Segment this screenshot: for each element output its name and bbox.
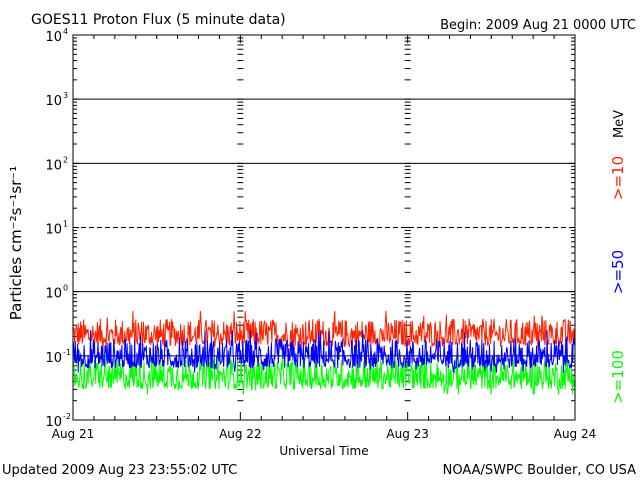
y-tick-label: 10 -2 (45, 412, 71, 430)
series-line-1 (72, 330, 576, 373)
y-tick-label-base: 10 (45, 158, 62, 173)
y-tick-label: 10 1 (45, 220, 68, 238)
y-tick-label: 10 -1 (45, 348, 71, 366)
y-tick-label-exp: 3 (63, 91, 68, 100)
y-tick-label: 10 2 (45, 155, 68, 173)
y-tick-label-base: 10 (45, 94, 62, 109)
y-tick-label-exp: 1 (63, 220, 68, 229)
grid-lines (73, 98, 575, 357)
y-tick-label-base: 10 (45, 287, 62, 302)
y-tick-label-exp: 4 (63, 27, 68, 36)
axis-ticks (72, 35, 576, 421)
x-axis-label: Universal Time (279, 444, 368, 458)
legend-entry: >=100 (609, 350, 627, 404)
begin-time-label: Begin: 2009 Aug 21 0000 UTC (440, 18, 636, 33)
y-tick-label-exp: 2 (63, 155, 68, 164)
y-tick-label: 10 0 (45, 284, 68, 302)
updated-label: Updated 2009 Aug 23 23:55:02 UTC (2, 463, 237, 478)
legend-entry: >=10 (609, 156, 627, 200)
plot-frame (72, 34, 576, 421)
chart-title: GOES11 Proton Flux (5 minute data) (31, 12, 286, 28)
x-tick-label: Aug 22 (219, 427, 262, 441)
legend: >=10 >=50 >=100 MeV (609, 110, 627, 404)
x-tick-label: Aug 21 (52, 427, 95, 441)
x-tick-label: Aug 24 (554, 427, 597, 441)
series-line-2 (72, 350, 576, 395)
y-tick-label-base: 10 (45, 223, 62, 238)
y-tick-label: 10 3 (45, 91, 68, 109)
y-tick-label: 10 4 (45, 27, 68, 45)
series-layer (72, 310, 576, 395)
y-tick-label-base: 10 (45, 415, 62, 430)
legend-unit: MeV (612, 110, 627, 138)
y-tick-label-base: 10 (45, 30, 62, 45)
credit-label: NOAA/SWPC Boulder, CO USA (443, 463, 636, 478)
x-tick-labels: Aug 21 Aug 22 Aug 23 Aug 24 (52, 427, 597, 441)
y-tick-label-exp: 0 (63, 284, 68, 293)
y-axis-label: Particles cm⁻²s⁻¹sr⁻¹ (7, 166, 25, 320)
legend-entry: >=50 (609, 250, 627, 294)
x-tick-label: Aug 23 (386, 427, 429, 441)
y-tick-label-exp: -2 (63, 412, 71, 421)
y-tick-label-exp: -1 (63, 348, 71, 357)
y-tick-label-base: 10 (45, 351, 62, 366)
